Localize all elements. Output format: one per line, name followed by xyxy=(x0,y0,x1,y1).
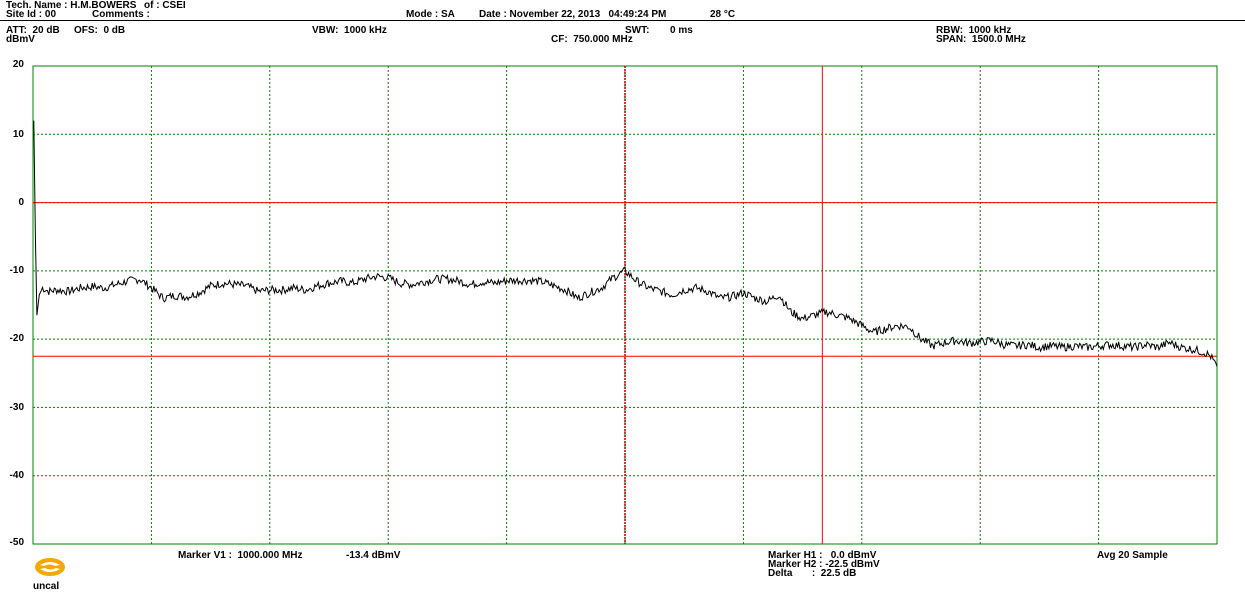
mode-label: Mode : SA xyxy=(406,9,455,20)
logo-icon xyxy=(35,558,65,576)
tech-name: Tech. Name : H.M.BOWERS xyxy=(6,0,137,11)
y-tick-label: 0 xyxy=(18,197,24,208)
comments-label: Comments : xyxy=(92,9,150,20)
y-tick-label: -10 xyxy=(9,265,24,276)
swt-value: 0 ms xyxy=(670,25,693,36)
vbw-setting: VBW: 1000 kHz xyxy=(312,25,387,36)
delta-label: Delta : 22.5 dB xyxy=(768,568,857,579)
y-tick-label: -50 xyxy=(9,537,24,548)
spectrum-trace xyxy=(33,120,1218,367)
organization: of : CSEI xyxy=(144,0,186,11)
y-tick-label: 10 xyxy=(12,129,24,140)
unit-label: dBmV xyxy=(6,34,35,45)
marker-v1-label: Marker V1 : 1000.000 MHz xyxy=(178,550,303,561)
temperature-label: 28 °C xyxy=(710,9,736,20)
ofs-setting: OFS: 0 dB xyxy=(74,25,126,36)
att-setting: ATT: 20 dB xyxy=(6,25,60,36)
header-divider xyxy=(0,20,1245,21)
y-tick-label: -20 xyxy=(9,333,24,344)
site-id: Site Id : 00 xyxy=(6,9,57,20)
span-setting: SPAN: 1500.0 MHz xyxy=(936,34,1026,45)
avg-sample-label: Avg 20 Sample xyxy=(1097,550,1168,561)
marker-h2-label: Marker H2 : -22.5 dBmV xyxy=(768,559,880,570)
swt-label: SWT: xyxy=(625,25,650,36)
uncal-label: uncal xyxy=(33,581,60,592)
y-tick-label: 20 xyxy=(12,59,24,70)
cf-setting: CF: 750.000 MHz xyxy=(551,34,633,45)
rbw-setting: RBW: 1000 kHz xyxy=(936,25,1012,36)
y-tick-label: -40 xyxy=(9,470,24,481)
date-label: Date : November 22, 2013 04:49:24 PM xyxy=(479,9,667,20)
marker-h1-label: Marker H1 : 0.0 dBmV xyxy=(768,550,877,561)
y-tick-label: -30 xyxy=(9,402,24,413)
marker-v1-value: -13.4 dBmV xyxy=(346,550,401,561)
